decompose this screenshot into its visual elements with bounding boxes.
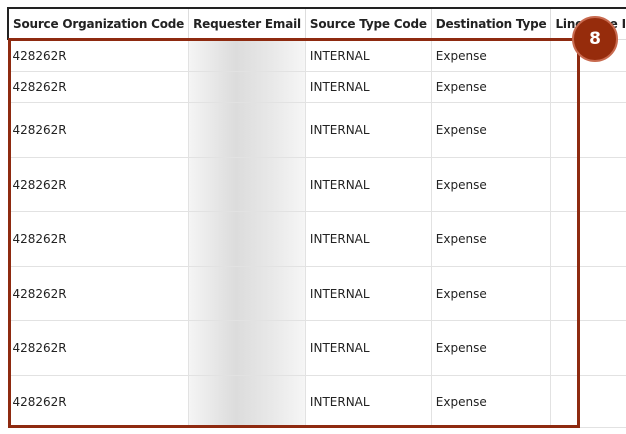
source-org-cell: 428262R [7,320,190,376]
destination-type-cell: Expense [430,320,552,376]
line-type-id-cell: 1 [550,71,626,103]
destination-type-cell: Expense [430,157,552,212]
requester-email-cell [188,375,306,428]
table-row[interactable]: 428262R INTERNALExpense1 [7,71,626,103]
destination-type-cell: Expense [430,211,552,267]
requester-email-cell [188,102,306,158]
column-header[interactable]: Requester Email [188,7,306,40]
requester-email-cell [188,266,306,321]
table-row[interactable]: 428262R INTERNALExpense1 [7,320,626,376]
source-type-cell: INTERNAL [304,102,432,158]
requester-email-cell [188,320,306,376]
line-type-id-cell: 1 [550,157,626,212]
step-badge: 8 [572,16,618,62]
requester-email-cell [188,157,306,212]
destination-type-cell: Expense [430,39,552,72]
line-type-id-cell: 1 [550,266,626,321]
destination-type-cell: Expense [430,102,552,158]
table-row[interactable]: 428262R INTERNALExpense1 [7,157,626,212]
table-row[interactable]: 428262R INTERNALExpense1 [7,102,626,158]
column-header[interactable]: Destination Type [430,7,552,40]
source-org-cell: 428262R [7,266,190,321]
destination-type-cell: Expense [430,375,552,428]
source-org-cell: 428262R [7,102,190,158]
source-org-cell: 428262R [7,71,190,103]
requester-email-cell [188,39,306,72]
source-type-cell: INTERNAL [304,211,432,267]
source-type-cell: INTERNAL [304,375,432,428]
table-row[interactable]: 428262R INTERNALExpense1 [7,211,626,267]
column-header[interactable]: Source Organization Code [7,7,190,40]
table-row[interactable]: 428262RINTERNALExpense1 [7,39,626,72]
requester-email-cell [188,71,306,103]
line-type-id-cell: 1 [550,102,626,158]
destination-type-cell: Expense [430,71,552,103]
line-type-id-cell: 1 [550,320,626,376]
line-type-id-cell: 1 [550,375,626,428]
source-type-cell: INTERNAL [304,266,432,321]
data-table: Source Organization Code Requester Email… [7,7,626,428]
table-row[interactable]: 428262R INTERNALExpense1 [7,266,626,321]
source-org-cell: 428262R [7,375,190,428]
column-header[interactable]: Source Type Code [304,7,432,40]
source-type-cell: INTERNAL [304,71,432,103]
source-type-cell: INTERNAL [304,157,432,212]
source-type-cell: INTERNAL [304,320,432,376]
requester-email-cell [188,211,306,267]
destination-type-cell: Expense [430,266,552,321]
line-type-id-cell: 1 [550,211,626,267]
source-org-cell: 428262R [7,157,190,212]
source-org-cell: 428262R [7,211,190,267]
table-row[interactable]: 428262R INTERNALExpense1 [7,375,626,428]
source-org-cell: 428262R [7,39,190,72]
source-type-cell: INTERNAL [304,39,432,72]
header-row: Source Organization Code Requester Email… [7,7,626,40]
